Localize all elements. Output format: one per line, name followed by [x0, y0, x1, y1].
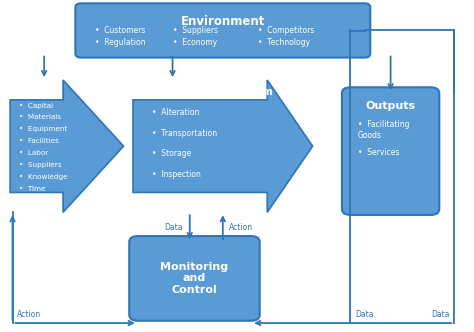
- FancyBboxPatch shape: [342, 87, 439, 215]
- Text: •  Transportation: • Transportation: [152, 128, 217, 138]
- Text: •  Materials: • Materials: [18, 115, 61, 121]
- Text: •  Knowledge: • Knowledge: [18, 174, 67, 180]
- Text: Data: Data: [164, 223, 182, 232]
- Text: Data: Data: [431, 310, 450, 319]
- Text: •  Inspection: • Inspection: [152, 170, 201, 179]
- Text: Monitoring
and
Control: Monitoring and Control: [160, 262, 228, 295]
- Text: •  Time: • Time: [18, 186, 45, 192]
- Text: •  Customers: • Customers: [95, 27, 146, 36]
- Text: •  Alteration: • Alteration: [152, 108, 199, 117]
- FancyBboxPatch shape: [75, 3, 370, 57]
- FancyBboxPatch shape: [129, 236, 260, 321]
- Text: •  Economy: • Economy: [173, 38, 217, 47]
- Text: •  Services: • Services: [357, 148, 399, 157]
- Text: Inputs: Inputs: [22, 88, 59, 98]
- Text: Action: Action: [17, 310, 41, 319]
- Text: Environment: Environment: [181, 15, 265, 28]
- Text: •  Technology: • Technology: [258, 38, 310, 47]
- Text: •  Storage: • Storage: [152, 149, 191, 158]
- Polygon shape: [10, 80, 124, 212]
- Text: •  Equipment: • Equipment: [18, 126, 67, 132]
- Text: Transformation System: Transformation System: [145, 87, 273, 97]
- Text: •  Capital: • Capital: [18, 103, 53, 109]
- Text: Action: Action: [228, 223, 253, 232]
- Polygon shape: [133, 80, 313, 212]
- Text: •  Facilities: • Facilities: [18, 138, 58, 144]
- Text: •  Suppliers: • Suppliers: [173, 27, 218, 36]
- Text: Outputs: Outputs: [365, 101, 416, 111]
- Text: Data: Data: [355, 310, 374, 319]
- Text: •  Competitors: • Competitors: [258, 27, 315, 36]
- Text: •  Labor: • Labor: [18, 150, 48, 156]
- Text: •  Facilitating
Goods: • Facilitating Goods: [357, 121, 409, 140]
- Text: •  Suppliers: • Suppliers: [18, 162, 61, 168]
- Text: •  Regulation: • Regulation: [95, 38, 146, 47]
